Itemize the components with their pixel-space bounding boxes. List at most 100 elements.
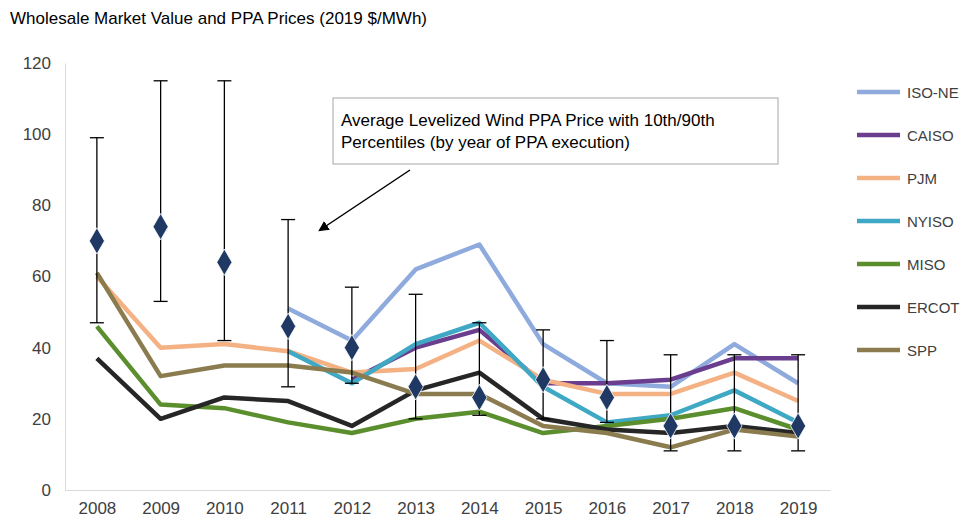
- legend-label: ERCOT: [907, 299, 960, 316]
- x-tick-label: 2012: [333, 499, 371, 518]
- error-cap-low: [600, 422, 614, 423]
- x-tick: 2009: [142, 490, 180, 518]
- legend-item: CAISO: [857, 127, 954, 144]
- error-cap-low: [472, 415, 486, 416]
- x-tick-label: 2017: [652, 499, 690, 518]
- error-cap-high: [791, 354, 805, 355]
- error-cap-low: [90, 322, 104, 323]
- x-tick: 2014: [461, 490, 499, 518]
- error-bar: [287, 220, 288, 387]
- x-tick: 2011: [270, 490, 307, 518]
- error-cap-high: [281, 219, 295, 220]
- series-line: [97, 273, 798, 447]
- x-axis: 2008 2009 2010 2011 2012 2013 2014 2015 2016 2017…: [66, 490, 831, 518]
- legend-label: CAISO: [907, 127, 954, 144]
- x-tick-label: 2009: [142, 499, 180, 518]
- x-tick: 2019: [780, 490, 818, 518]
- legend-item: NYISO: [857, 213, 954, 230]
- marker: [791, 413, 806, 439]
- marker: [536, 367, 551, 393]
- x-tick: 2013: [397, 490, 435, 518]
- x-tick: 2010: [206, 490, 244, 518]
- y-tick: 0: [42, 481, 65, 500]
- y-tick-label: 40: [32, 339, 51, 358]
- series-line: [97, 326, 798, 433]
- markers: [89, 214, 805, 440]
- error-cap-low: [217, 340, 231, 341]
- x-tick-label: 2014: [461, 499, 499, 518]
- x-tick-label: 2015: [525, 499, 563, 518]
- legend-item: SPP: [857, 342, 937, 359]
- x-tick: 2018: [716, 490, 754, 518]
- legend: ISO-NE CAISO PJM NYISO MISO ERCOT SPP: [857, 84, 960, 359]
- error-cap-high: [600, 340, 614, 341]
- error-cap-high: [90, 137, 104, 138]
- error-cap-low: [345, 383, 359, 384]
- annotation-arrow: [320, 170, 410, 230]
- x-axis-line: [66, 490, 831, 491]
- legend-swatch: [857, 133, 900, 138]
- y-tick-label: 60: [32, 267, 51, 286]
- y-axis-line: [65, 64, 66, 491]
- error-cap-low: [281, 386, 295, 387]
- error-cap-low: [409, 418, 423, 419]
- legend-label: MISO: [907, 256, 945, 273]
- y-tick: 60: [32, 267, 65, 286]
- marker: [89, 228, 104, 254]
- x-tick-label: 2013: [397, 499, 435, 518]
- error-cap-low: [791, 450, 805, 451]
- chart-title: Wholesale Market Value and PPA Prices (2…: [10, 9, 427, 28]
- error-cap-high: [727, 354, 741, 355]
- x-tick-label: 2010: [206, 499, 244, 518]
- x-tick: 2015: [525, 490, 563, 518]
- legend-swatch: [857, 305, 900, 310]
- y-tick-label: 120: [23, 54, 51, 73]
- legend-swatch: [857, 90, 900, 95]
- error-cap-high: [409, 294, 423, 295]
- y-tick: 100: [23, 125, 65, 144]
- error-cap-high: [154, 80, 168, 81]
- y-tick: 80: [32, 196, 65, 215]
- y-tick: 20: [32, 410, 65, 429]
- annotation-box: [333, 98, 778, 164]
- x-tick: 2017: [652, 490, 690, 518]
- error-cap-low: [536, 418, 550, 419]
- x-tick: 2012: [333, 490, 371, 518]
- error-cap-high: [472, 322, 486, 323]
- series-line: [288, 323, 798, 423]
- x-tick: 2016: [588, 490, 626, 518]
- legend-swatch: [857, 219, 900, 224]
- legend-item: ISO-NE: [857, 84, 959, 101]
- marker: [727, 413, 742, 439]
- y-tick: 120: [23, 54, 65, 73]
- legend-swatch: [857, 262, 900, 267]
- error-cap-low: [154, 301, 168, 302]
- x-tick-label: 2018: [716, 499, 754, 518]
- legend-label: PJM: [907, 170, 937, 187]
- x-tick-label: 2011: [270, 499, 307, 518]
- error-cap-low: [664, 450, 678, 451]
- error-bar: [224, 81, 225, 341]
- legend-item: PJM: [857, 170, 937, 187]
- marker: [153, 214, 168, 240]
- annotation: Average Levelized Wind PPA Price with 10…: [320, 98, 778, 230]
- x-tick: 2008: [78, 490, 116, 518]
- y-axis: 0 20 40 60 80 100 120: [23, 54, 66, 500]
- marker: [599, 384, 614, 410]
- y-tick: 40: [32, 339, 65, 358]
- legend-swatch: [857, 176, 900, 181]
- legend-label: ISO-NE: [907, 84, 959, 101]
- x-tick-label: 2008: [78, 499, 116, 518]
- chart: Wholesale Market Value and PPA Prices (2…: [0, 0, 978, 526]
- legend-item: MISO: [857, 256, 945, 273]
- error-bars: [90, 81, 805, 451]
- marker: [663, 413, 678, 439]
- marker: [472, 384, 487, 410]
- legend-label: NYISO: [907, 213, 954, 230]
- error-cap-high: [217, 80, 231, 81]
- plot-area: [89, 81, 805, 451]
- x-tick-label: 2019: [780, 499, 818, 518]
- marker: [217, 249, 232, 275]
- marker: [408, 374, 423, 400]
- y-tick-label: 20: [32, 410, 51, 429]
